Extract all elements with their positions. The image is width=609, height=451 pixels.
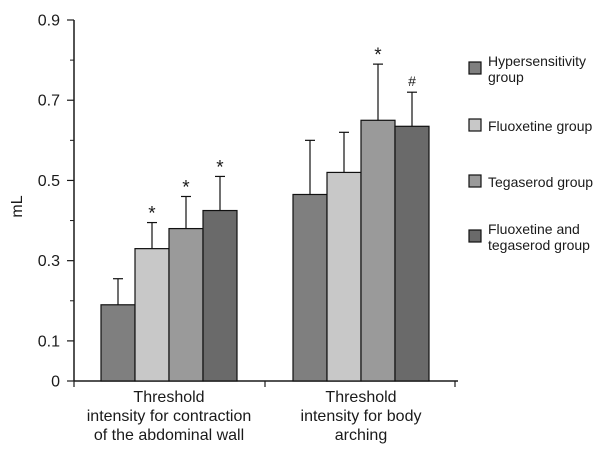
bar-series1-group2 bbox=[292, 193, 328, 382]
bar-series4-group2 bbox=[394, 125, 430, 382]
y-tick-label: 0.5 bbox=[38, 173, 60, 190]
y-tick-label: 0.1 bbox=[38, 333, 60, 350]
significance-mark: # bbox=[408, 73, 416, 89]
bar-series2-group1 bbox=[134, 248, 170, 382]
significance-mark: * bbox=[216, 157, 224, 178]
legend-swatch-3 bbox=[468, 174, 482, 188]
legend-label-1: group bbox=[488, 69, 524, 85]
y-axis-label: mL bbox=[9, 195, 26, 217]
legend-swatch-1 bbox=[468, 61, 482, 75]
legend-label-4: Fluoxetine and bbox=[488, 221, 580, 237]
significance-mark: * bbox=[182, 177, 190, 198]
y-tick-label: 0.7 bbox=[38, 93, 60, 110]
bar-series1-group1 bbox=[100, 304, 136, 382]
category-label-1: intensity for contraction bbox=[87, 408, 252, 425]
plot-area: 0 0.1 0.3 0.5 0.7 0.9 mL * * * * # Threshold intensit… bbox=[9, 13, 458, 444]
category-label-2: Threshold bbox=[325, 389, 396, 406]
bar-series3-group1 bbox=[168, 227, 204, 382]
bar-series2-group2 bbox=[326, 171, 362, 382]
category-label-1: of the abdominal wall bbox=[94, 427, 244, 444]
legend-label-2: Fluoxetine group bbox=[488, 118, 593, 134]
legend-label-3: Tegaserod group bbox=[488, 174, 593, 190]
bar-series3-group2 bbox=[360, 119, 396, 382]
legend-swatch-4 bbox=[468, 229, 482, 243]
y-tick-label: 0 bbox=[51, 374, 60, 391]
significance-mark: * bbox=[148, 204, 156, 225]
category-label-1: Threshold bbox=[133, 389, 204, 406]
legend-swatch-2 bbox=[468, 118, 482, 132]
y-tick-label: 0.3 bbox=[38, 253, 60, 270]
category-label-2: intensity for body bbox=[301, 408, 422, 425]
legend-label-1: Hypersensitivity bbox=[488, 53, 586, 69]
bar-series4-group1 bbox=[202, 209, 238, 382]
category-label-2: arching bbox=[335, 427, 387, 444]
significance-mark: * bbox=[374, 45, 382, 66]
legend-label-4: tegaserod group bbox=[488, 237, 590, 253]
y-tick-label: 0.9 bbox=[38, 13, 60, 30]
